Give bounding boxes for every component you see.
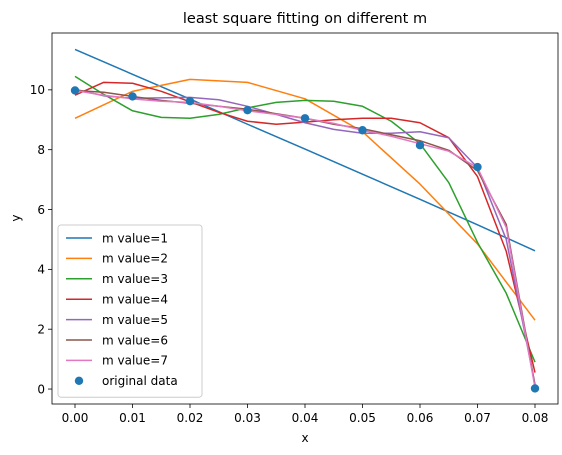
data-point: [530, 384, 540, 393]
x-tick-label: 0.07: [464, 411, 491, 425]
chart-title: least square fitting on different m: [183, 11, 427, 27]
series-line-m5: [74, 88, 536, 385]
series-line-m1: [74, 48, 536, 252]
data-point: [358, 126, 367, 135]
x-tick-label: 0.00: [62, 411, 89, 425]
x-tick-label: 0.06: [407, 411, 434, 425]
legend-label: m value=1: [102, 231, 168, 245]
x-tick-label: 0.05: [349, 411, 376, 425]
legend-label: m value=7: [102, 354, 168, 368]
x-tick-label: 0.08: [522, 411, 549, 425]
x-tick-label: 0.03: [234, 411, 261, 425]
y-tick-label: 6: [37, 203, 45, 217]
legend-box: [57, 224, 203, 398]
x-axis-label: x: [301, 431, 308, 445]
data-point: [243, 105, 252, 115]
x-tick-label: 0.04: [292, 411, 319, 425]
y-tick-label: 4: [37, 263, 45, 277]
data-point: [128, 92, 137, 101]
y-tick-label: 0: [37, 382, 45, 396]
legend-swatch: [74, 376, 84, 385]
axes: 0.00 0.01 0.02 0.03 0.04 0.05 0.06 0.07 0.08 0 2 4 6…: [30, 32, 559, 425]
data-point: [70, 86, 80, 95]
x-tick-label: 0.01: [119, 411, 146, 425]
y-tick-label: 2: [37, 323, 45, 337]
y-axis-label: y: [9, 214, 23, 221]
series-line-m3: [74, 75, 536, 363]
legend-label: m value=2: [102, 252, 168, 266]
data-point: [415, 140, 425, 150]
x-tick-label: 0.02: [177, 411, 204, 425]
legend-label: m value=4: [102, 293, 168, 307]
legend-label: m value=3: [102, 272, 168, 286]
legend-label: original data: [102, 374, 178, 388]
y-tick-label: 8: [37, 143, 45, 157]
series-line-m2: [74, 78, 536, 321]
legend-label: m value=5: [102, 313, 168, 327]
data-point: [473, 162, 482, 172]
data-point: [185, 97, 195, 106]
legend: m value=1 m value=2 m value=3 m value=4 m va…: [57, 224, 203, 398]
data-point: [300, 114, 310, 123]
legend-label: m value=6: [102, 333, 168, 347]
y-tick-label: 10: [30, 83, 45, 97]
